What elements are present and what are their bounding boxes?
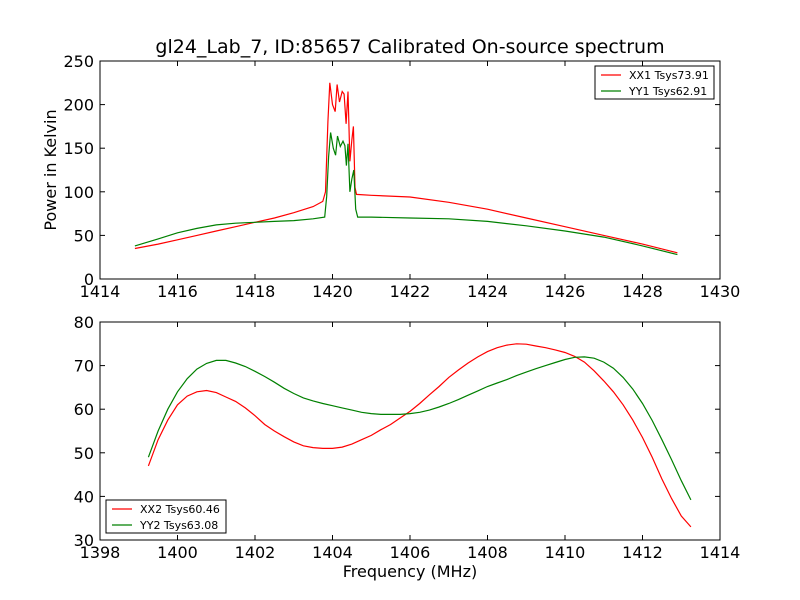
x-tick-label: 1408: [467, 543, 508, 562]
x-tick-label: 1414: [700, 543, 741, 562]
x-tick-label: 1428: [622, 282, 663, 301]
x-tick-label: 1404: [312, 543, 353, 562]
y-tick-label: 0: [84, 270, 94, 289]
legend-label: XX2 Tsys60.46: [140, 503, 220, 516]
x-tick-label: 1412: [622, 543, 663, 562]
x-tick-label: 1418: [235, 282, 276, 301]
x-tick-label: 1406: [390, 543, 431, 562]
legend-label: YY2 Tsys63.08: [139, 519, 218, 532]
x-tick-label: 1400: [157, 543, 198, 562]
legend-box: [594, 65, 715, 100]
x-tick-label: 1398: [80, 543, 121, 562]
y-tick-label: 200: [63, 96, 94, 115]
y-tick-label: 150: [63, 139, 94, 158]
y-tick-label: 70: [74, 357, 94, 376]
series-line-1: [147, 343, 692, 528]
y-tick-label: 60: [74, 400, 94, 419]
x-tick-label: 1430: [700, 282, 741, 301]
x-tick-label: 1416: [157, 282, 198, 301]
legend-box: [105, 499, 227, 534]
y-tick-label: 30: [74, 531, 94, 550]
series-line-1: [134, 82, 678, 254]
y-tick-label: 100: [63, 183, 94, 202]
legend: XX2 Tsys60.46 YY2 Tsys63.08: [105, 499, 227, 534]
series-line-2: [134, 132, 678, 256]
series-line-2: [147, 356, 692, 501]
legend: XX1 Tsys73.91 YY1 Tsys62.91: [594, 65, 715, 100]
y-axis-label: Power in Kelvin: [41, 109, 60, 230]
x-tick-label: 1420: [312, 282, 353, 301]
x-tick-label: 1414: [80, 282, 121, 301]
y-tick-label: 250: [63, 52, 94, 71]
legend-label: XX1 Tsys73.91: [629, 69, 709, 82]
x-tick-label: 1422: [390, 282, 431, 301]
figure-title: gl24_Lab_7, ID:85657 Calibrated On-sourc…: [155, 36, 664, 58]
y-tick-label: 40: [74, 487, 94, 506]
top-spectrum-plot: 1414 1416 1418 1420 1422 1424 1426 1428 1430 0 50 1…: [41, 52, 740, 301]
y-tick-label: 50: [74, 226, 94, 245]
x-axis-label: Frequency (MHz): [343, 562, 477, 581]
legend-label: YY1 Tsys62.91: [628, 85, 707, 98]
x-tick-label: 1426: [545, 282, 586, 301]
y-tick-label: 50: [74, 444, 94, 463]
x-tick-label: 1402: [235, 543, 276, 562]
x-tick-label: 1410: [545, 543, 586, 562]
x-tick-label: 1424: [467, 282, 508, 301]
bottom-spectrum-plot: 1398 1400 1402 1404 1406 1408 1410 1412 1414 30 40…: [74, 313, 741, 581]
y-tick-label: 80: [74, 313, 94, 332]
